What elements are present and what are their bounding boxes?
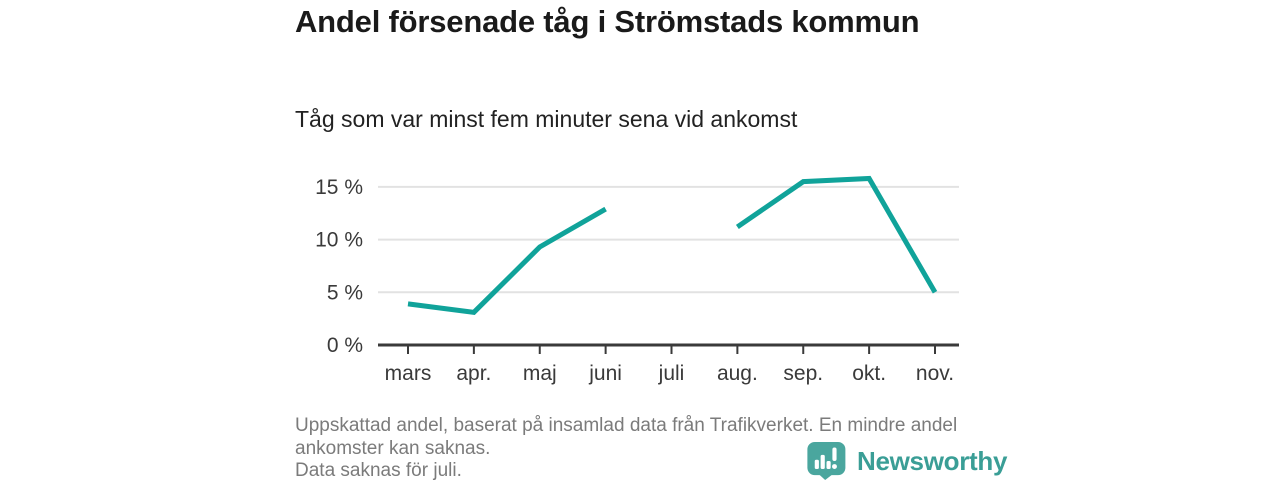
y-axis-tick-label: 0 % bbox=[327, 334, 363, 357]
chart-subtitle: Tåg som var minst fem minuter sena vid a… bbox=[295, 106, 798, 132]
y-axis-tick-label: 5 % bbox=[327, 281, 363, 304]
newsworthy-logo: Newsworthy bbox=[806, 442, 1007, 480]
chart-title: Andel försenade tåg i Strömstads kommun bbox=[295, 4, 920, 39]
y-axis-tick-label: 15 % bbox=[315, 176, 363, 199]
chart-content: Andel försenade tåg i Strömstads kommun … bbox=[295, 0, 1007, 480]
data-line bbox=[735, 175, 938, 294]
y-axis-tick-label: 10 % bbox=[315, 229, 363, 252]
x-axis-tick-label: aug. bbox=[717, 362, 758, 385]
x-axis-tick-label: juni bbox=[588, 362, 622, 385]
missing-data-note: Data saknas för juli. bbox=[295, 460, 462, 480]
x-axis-tick-label: nov. bbox=[916, 362, 954, 385]
source-note: Uppskattad andel, baserat på insamlad da… bbox=[295, 415, 958, 459]
x-axis-tick-label: apr. bbox=[456, 362, 491, 385]
line-chart: 0 % 5 % 10 % 15 % mars apr. maj juni juli aug. sep… bbox=[315, 175, 959, 385]
x-axis-tick-label: okt. bbox=[852, 362, 886, 385]
bar-chart-speech-bubble-icon bbox=[807, 442, 846, 480]
x-axis-tick-label: sep. bbox=[783, 362, 823, 385]
x-axis-tick-label: mars bbox=[385, 362, 432, 385]
x-axis-tick-label: juli bbox=[658, 362, 685, 385]
x-axis-tick-label: maj bbox=[523, 362, 557, 385]
chart-footnotes: Uppskattad andel, baserat på insamlad da… bbox=[295, 415, 985, 480]
newsworthy-wordmark: Newsworthy bbox=[857, 445, 1008, 476]
data-line bbox=[407, 206, 607, 315]
